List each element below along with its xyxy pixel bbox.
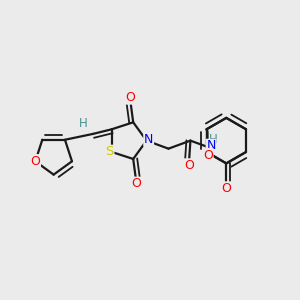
Text: O: O — [203, 149, 213, 162]
Text: O: O — [221, 182, 231, 195]
Text: N: N — [206, 140, 216, 152]
Text: H: H — [209, 133, 218, 146]
Text: O: O — [126, 91, 136, 104]
Text: O: O — [30, 155, 40, 168]
Text: S: S — [105, 146, 114, 158]
Text: H: H — [79, 117, 87, 130]
Text: N: N — [144, 133, 153, 146]
Text: O: O — [131, 177, 141, 190]
Text: O: O — [184, 159, 194, 172]
